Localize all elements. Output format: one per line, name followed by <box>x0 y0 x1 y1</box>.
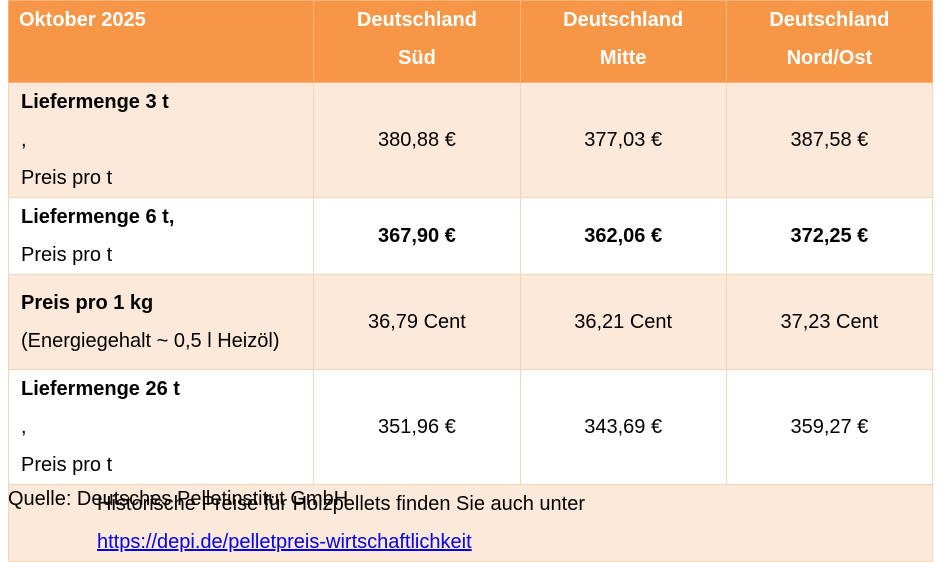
row-label-suffix: , <box>21 416 27 438</box>
row-label-sub: Preis pro t <box>21 167 113 189</box>
row-label-suffix: , <box>21 129 27 151</box>
row-label-sub: Preis pro t <box>21 244 113 266</box>
price-cell-mitte: 362,06 € <box>519 197 727 275</box>
header-region-sued: Deutschland Süd <box>313 0 521 83</box>
row-label: Liefermenge 3 t, Preis pro t <box>7 82 315 198</box>
region-line2: Mitte <box>599 47 647 69</box>
row-label-sub: (Energiegehalt ~ 0,5 l Heizöl) <box>21 330 280 352</box>
header-region-nord-ost: Deutschland Nord/Ost <box>725 0 934 83</box>
table-row-3t: Liefermenge 3 t, Preis pro t 380,88 € 37… <box>7 82 934 198</box>
historical-prices-link[interactable]: https://depi.de/pelletpreis-wirtschaftli… <box>97 531 472 553</box>
price-cell-nord-ost: 372,25 € <box>725 197 934 275</box>
price-cell-sued: 380,88 € <box>313 82 521 198</box>
row-label-sub: Preis pro t <box>21 454 113 476</box>
source-caption: Quelle: Deutsches Pelletinstitut GmbH <box>8 488 349 510</box>
price-cell-sued: 351,96 € <box>313 369 521 485</box>
note-text: Historische Preise für Holzpellets finde… <box>97 493 586 515</box>
row-label: Liefermenge 26 t, Preis pro t <box>7 369 315 485</box>
table-row-1kg: Preis pro 1 kg (Energiegehalt ~ 0,5 l He… <box>7 274 934 370</box>
row-label: Preis pro 1 kg (Energiegehalt ~ 0,5 l He… <box>7 274 315 370</box>
price-cell-mitte: 377,03 € <box>519 82 727 198</box>
table-row-26t: Liefermenge 26 t, Preis pro t 351,96 € 3… <box>7 369 934 485</box>
region-line1: Deutschland <box>769 9 890 31</box>
price-cell-nord-ost: 37,23 Cent <box>725 274 934 370</box>
price-cell-sued: 36,79 Cent <box>313 274 521 370</box>
price-cell-nord-ost: 359,27 € <box>725 369 934 485</box>
price-cell-sued: 367,90 € <box>313 197 521 275</box>
region-line1: Deutschland <box>356 9 477 31</box>
row-label: Liefermenge 6 t, Preis pro t <box>7 197 315 275</box>
pellet-price-table: Oktober 2025 Deutschland Süd Deutschland… <box>7 0 934 562</box>
price-cell-mitte: 343,69 € <box>519 369 727 485</box>
row-label-main: Liefermenge 3 t <box>21 91 169 113</box>
region-line1: Deutschland <box>563 9 684 31</box>
table-header-row: Oktober 2025 Deutschland Süd Deutschland… <box>7 0 934 83</box>
row-label-main: Liefermenge 6 t, <box>21 206 175 228</box>
table-row-6t: Liefermenge 6 t, Preis pro t 367,90 € 36… <box>7 197 934 275</box>
price-cell-mitte: 36,21 Cent <box>519 274 727 370</box>
region-line2: Süd <box>398 47 436 69</box>
header-region-mitte: Deutschland Mitte <box>519 0 727 83</box>
row-label-main: Liefermenge 26 t <box>21 378 180 400</box>
region-line2: Nord/Ost <box>786 47 873 69</box>
row-label-main: Preis pro 1 kg <box>21 292 154 314</box>
price-cell-nord-ost: 387,58 € <box>725 82 934 198</box>
header-title: Oktober 2025 <box>7 0 315 83</box>
